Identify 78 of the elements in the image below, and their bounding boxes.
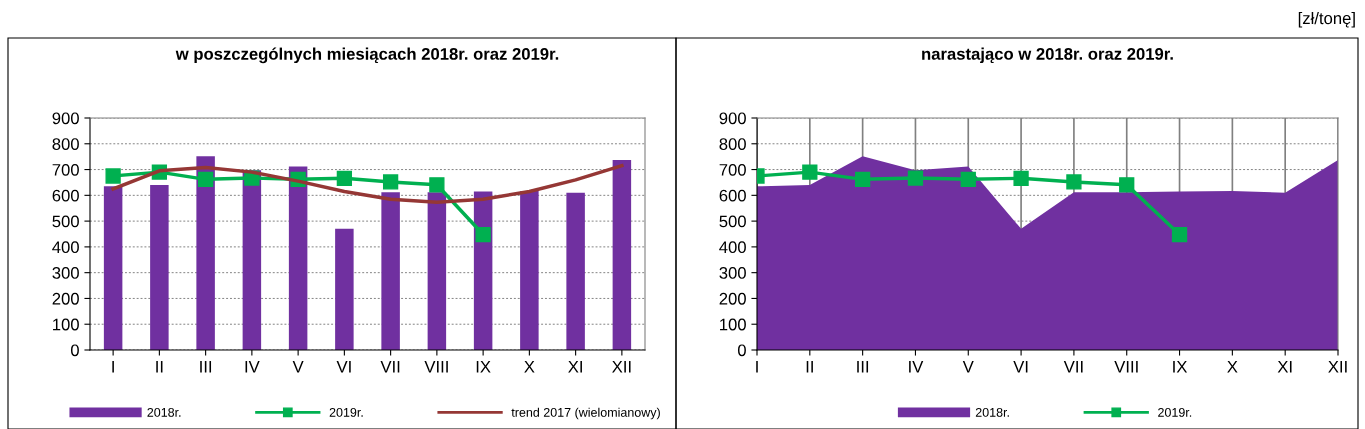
chart-title: narastająco w 2018r. oraz 2019r. bbox=[922, 47, 1173, 64]
y-tick-label: 900 bbox=[719, 112, 746, 125]
point bbox=[336, 170, 353, 186]
x-tick-label: XI bbox=[1277, 361, 1292, 373]
legend-label: 2019r. bbox=[1158, 407, 1192, 417]
y-tick-label: 500 bbox=[52, 215, 79, 228]
x-tick-label: IX bbox=[1173, 361, 1188, 373]
point bbox=[105, 168, 121, 184]
x-tick-label: II bbox=[806, 361, 813, 373]
x-tick-label: VIII bbox=[1114, 361, 1138, 373]
legend-label: 2019r. bbox=[329, 407, 363, 417]
bar bbox=[427, 192, 447, 350]
point bbox=[382, 174, 399, 190]
y-tick-label: 100 bbox=[720, 318, 746, 331]
y-tick-label: 0 bbox=[70, 344, 79, 357]
legend-label: trend 2017 (wielomianowy) bbox=[511, 407, 660, 420]
y-tick-label: 0 bbox=[737, 344, 746, 357]
point bbox=[429, 177, 445, 193]
x-tick-label: XI bbox=[568, 361, 582, 373]
x-tick-label: I bbox=[756, 361, 758, 373]
x-tick-label: X bbox=[1227, 361, 1238, 373]
y-tick-label: 100 bbox=[53, 318, 79, 331]
x-tick-label: III bbox=[200, 361, 212, 373]
x-tick-label: IX bbox=[476, 361, 491, 373]
legend-label: 2018r. bbox=[147, 407, 181, 417]
x-tick-label: X bbox=[524, 361, 535, 373]
x-tick-label: XII bbox=[612, 361, 631, 373]
y-tick-label: 800 bbox=[52, 138, 79, 150]
y-tick-label: 700 bbox=[52, 163, 79, 176]
line-series bbox=[111, 163, 624, 205]
point bbox=[1171, 226, 1188, 243]
x-tick-label: IV bbox=[909, 361, 924, 373]
bar bbox=[196, 156, 215, 350]
point bbox=[802, 164, 818, 180]
y-tick-label: 700 bbox=[719, 163, 746, 176]
y-tick-label: 300 bbox=[52, 267, 79, 279]
x-tick-label: I bbox=[112, 361, 114, 373]
y-tick-label: 400 bbox=[52, 241, 79, 254]
y-tick-label: 800 bbox=[719, 138, 746, 150]
x-tick-label: V bbox=[292, 361, 304, 373]
point bbox=[960, 171, 976, 187]
x-tick-label: VI bbox=[1013, 361, 1028, 373]
x-tick-label: V bbox=[962, 361, 974, 373]
legend-label: 2018r. bbox=[975, 407, 1009, 417]
bar bbox=[242, 170, 262, 350]
point bbox=[1119, 177, 1135, 193]
x-tick-label: VIII bbox=[424, 361, 448, 373]
point bbox=[907, 170, 924, 186]
bar bbox=[520, 190, 539, 350]
y-tick-label: 500 bbox=[719, 215, 746, 228]
text: [zł/tonę] bbox=[1298, 11, 1355, 28]
bar bbox=[150, 185, 169, 350]
y-tick-label: 600 bbox=[52, 189, 79, 202]
point bbox=[197, 171, 214, 187]
x-tick-label: VI bbox=[336, 361, 351, 373]
x-tick-label: VII bbox=[380, 361, 400, 373]
x-tick-label: II bbox=[156, 361, 163, 373]
bar bbox=[566, 192, 585, 350]
x-tick-label: XII bbox=[1328, 361, 1347, 373]
y-tick-label: 600 bbox=[719, 189, 746, 202]
chart-title: w poszczególnych miesiącach 2018r. oraz 2019r. bbox=[175, 47, 559, 64]
bar bbox=[103, 186, 123, 350]
x-tick-label: IV bbox=[245, 361, 260, 373]
y-tick-label: 900 bbox=[52, 112, 79, 125]
bar bbox=[612, 160, 632, 350]
point bbox=[854, 171, 871, 187]
point bbox=[1066, 174, 1082, 190]
point bbox=[1013, 170, 1029, 186]
y-tick-label: 400 bbox=[719, 241, 746, 254]
bar bbox=[288, 166, 308, 350]
y-tick-label: 200 bbox=[719, 292, 746, 305]
point bbox=[475, 226, 491, 243]
bar bbox=[381, 192, 400, 350]
y-tick-label: 200 bbox=[52, 292, 79, 305]
y-tick-label: 300 bbox=[719, 267, 746, 279]
x-tick-label: III bbox=[857, 361, 869, 373]
bar bbox=[335, 228, 354, 350]
x-tick-label: VII bbox=[1063, 361, 1083, 373]
